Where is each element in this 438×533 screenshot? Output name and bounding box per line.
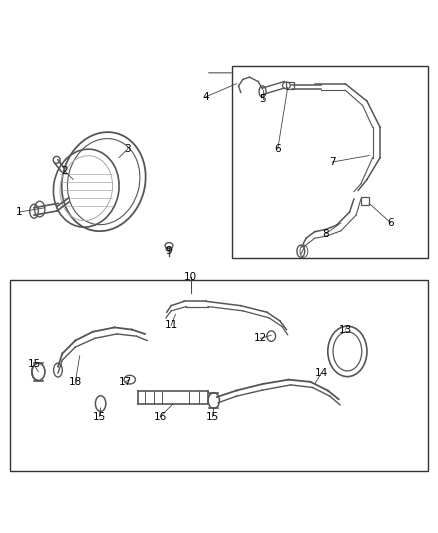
Text: 4: 4 (203, 92, 209, 102)
Text: 6: 6 (388, 218, 394, 228)
Text: 13: 13 (339, 325, 352, 335)
Text: 5: 5 (259, 94, 266, 104)
Text: 15: 15 (93, 411, 106, 422)
Text: 15: 15 (206, 411, 219, 422)
Text: 9: 9 (166, 246, 172, 256)
Text: 10: 10 (184, 272, 197, 282)
Text: 1: 1 (15, 207, 22, 217)
Text: 11: 11 (165, 320, 178, 330)
Text: 6: 6 (275, 144, 281, 154)
Text: 2: 2 (61, 166, 68, 176)
Bar (286, 82, 294, 90)
Text: 16: 16 (154, 411, 167, 422)
Text: 8: 8 (322, 229, 329, 239)
Text: 7: 7 (329, 157, 336, 167)
Text: 3: 3 (124, 144, 131, 154)
Text: 14: 14 (314, 368, 328, 378)
Text: 12: 12 (254, 333, 267, 343)
Text: 18: 18 (69, 377, 82, 387)
Text: 17: 17 (119, 377, 132, 387)
Bar (361, 197, 369, 205)
Bar (10, 279, 428, 471)
Text: 15: 15 (28, 359, 41, 369)
Bar (232, 66, 428, 258)
